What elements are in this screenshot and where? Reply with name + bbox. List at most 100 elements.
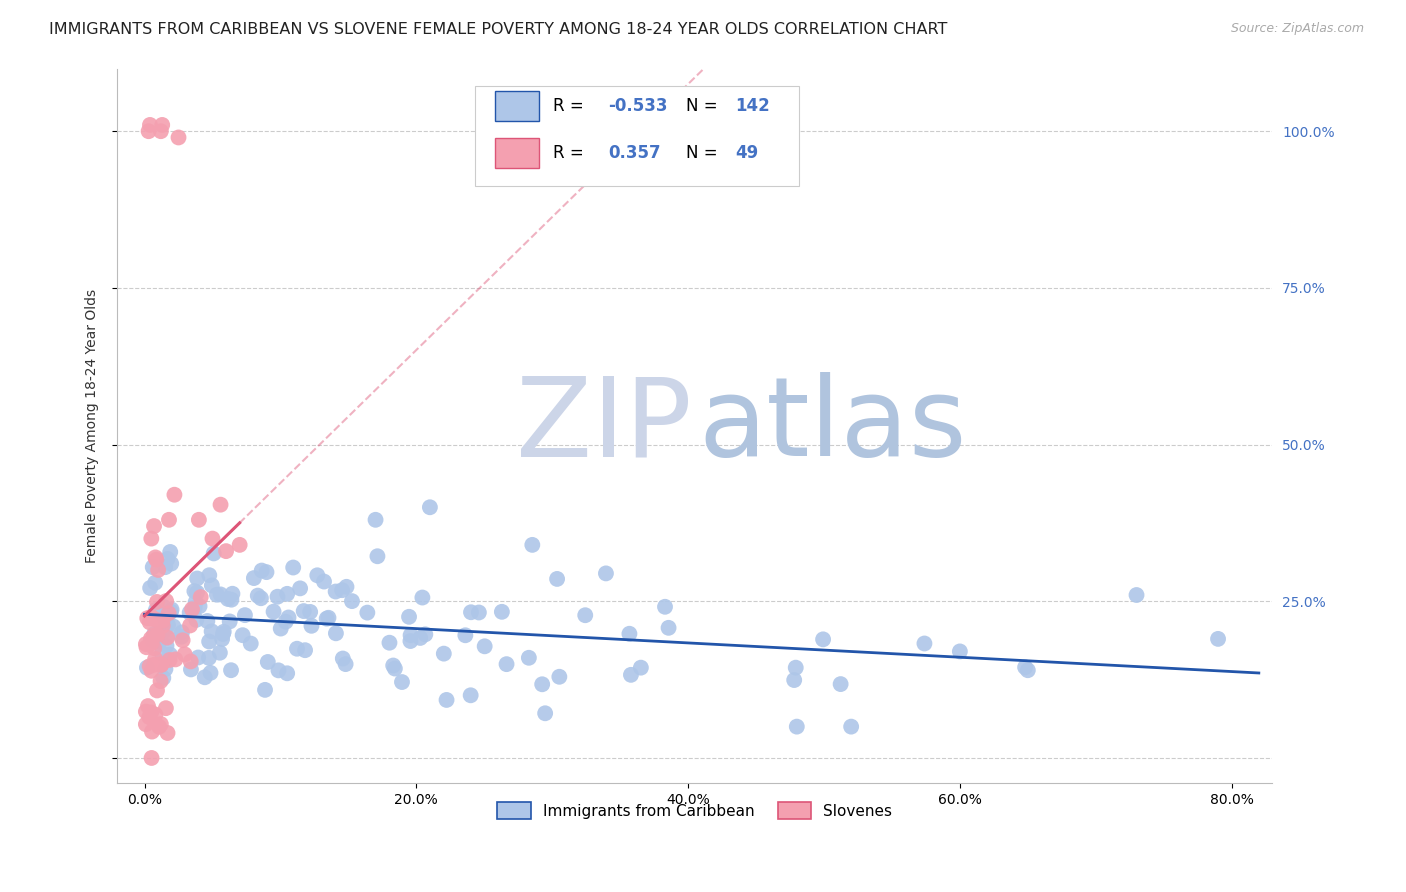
Point	[200, 665, 222, 680]
Point	[250, 591, 273, 606]
Point	[548, 670, 571, 684]
Point	[330, 583, 353, 598]
Point	[136, 699, 159, 714]
Point	[139, 632, 162, 646]
Point	[145, 552, 167, 566]
Point	[146, 563, 169, 577]
Point	[179, 618, 201, 632]
Point	[156, 618, 179, 632]
Point	[186, 613, 208, 627]
Point	[155, 613, 177, 627]
FancyBboxPatch shape	[475, 87, 799, 186]
Point	[620, 668, 643, 682]
Text: IMMIGRANTS FROM CARIBBEAN VS SLOVENE FEMALE POVERTY AMONG 18-24 YEAR OLDS CORREL: IMMIGRANTS FROM CARIBBEAN VS SLOVENE FEM…	[49, 22, 948, 37]
Point	[141, 706, 163, 720]
Point	[146, 628, 169, 642]
Point	[658, 621, 681, 635]
Point	[138, 124, 160, 138]
Point	[399, 634, 422, 648]
Point	[301, 619, 323, 633]
Point	[364, 513, 387, 527]
Point	[141, 532, 163, 546]
Point	[160, 557, 183, 571]
Point	[141, 724, 163, 739]
Point	[228, 538, 250, 552]
Point	[288, 582, 311, 596]
Point	[152, 614, 174, 628]
Point	[188, 599, 211, 614]
Point	[460, 605, 482, 619]
Point	[239, 636, 262, 650]
Point	[173, 648, 195, 662]
Point	[138, 710, 160, 724]
Point	[409, 631, 432, 645]
Point	[180, 654, 202, 668]
Point	[143, 519, 166, 533]
Point	[294, 643, 316, 657]
Point	[1206, 632, 1229, 646]
Point	[785, 661, 807, 675]
Point	[186, 572, 208, 586]
Point	[201, 532, 224, 546]
Point	[266, 590, 288, 604]
Point	[786, 720, 808, 734]
Point	[187, 650, 209, 665]
Point	[152, 671, 174, 685]
Point	[145, 550, 167, 565]
Point	[783, 673, 806, 687]
Point	[149, 674, 172, 689]
Point	[150, 647, 173, 661]
Point	[325, 626, 347, 640]
Point	[218, 615, 240, 629]
Legend: Immigrants from Caribbean, Slovenes: Immigrants from Caribbean, Slovenes	[491, 796, 898, 825]
Point	[276, 666, 298, 681]
Point	[491, 605, 513, 619]
Point	[145, 707, 167, 722]
Point	[156, 552, 179, 566]
Point	[139, 635, 162, 649]
Point	[215, 544, 238, 558]
Point	[399, 628, 422, 642]
Point	[356, 606, 378, 620]
Point	[156, 631, 179, 645]
Point	[156, 631, 179, 645]
Point	[325, 584, 347, 599]
Point	[1017, 663, 1039, 677]
Point	[163, 488, 186, 502]
Point	[141, 636, 163, 650]
Point	[318, 611, 340, 625]
Point	[152, 619, 174, 633]
Point	[141, 664, 163, 678]
Point	[135, 640, 157, 655]
Point	[212, 624, 235, 639]
Point	[135, 705, 157, 719]
Point	[149, 124, 172, 138]
Point	[335, 657, 357, 672]
Point	[1014, 660, 1036, 674]
Point	[283, 560, 305, 574]
Text: R =: R =	[553, 97, 589, 115]
Point	[332, 651, 354, 665]
Point	[534, 706, 557, 721]
Point	[201, 624, 224, 639]
Point	[167, 130, 190, 145]
Point	[150, 658, 173, 673]
Point	[202, 546, 225, 560]
Point	[135, 717, 157, 731]
Point	[232, 628, 254, 642]
Point	[155, 662, 177, 676]
Point	[912, 636, 935, 650]
Point	[654, 599, 676, 614]
Point	[209, 587, 232, 601]
Text: N =: N =	[686, 144, 723, 161]
Point	[155, 701, 177, 715]
Point	[246, 589, 269, 603]
Point	[212, 627, 235, 641]
Point	[378, 636, 401, 650]
Point	[263, 605, 285, 619]
Point	[138, 615, 160, 630]
Point	[139, 118, 162, 132]
Point	[136, 611, 159, 625]
Point	[170, 625, 193, 640]
Point	[139, 581, 162, 595]
